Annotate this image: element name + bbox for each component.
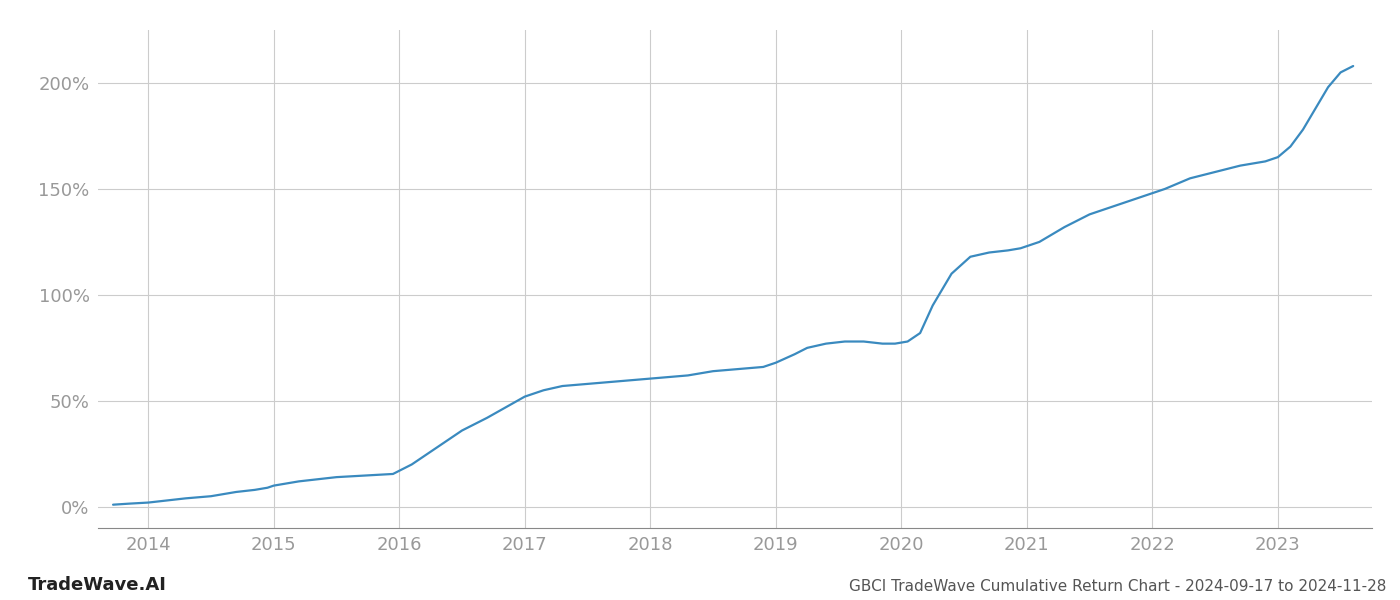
Text: GBCI TradeWave Cumulative Return Chart - 2024-09-17 to 2024-11-28: GBCI TradeWave Cumulative Return Chart -… — [848, 579, 1386, 594]
Text: TradeWave.AI: TradeWave.AI — [28, 576, 167, 594]
